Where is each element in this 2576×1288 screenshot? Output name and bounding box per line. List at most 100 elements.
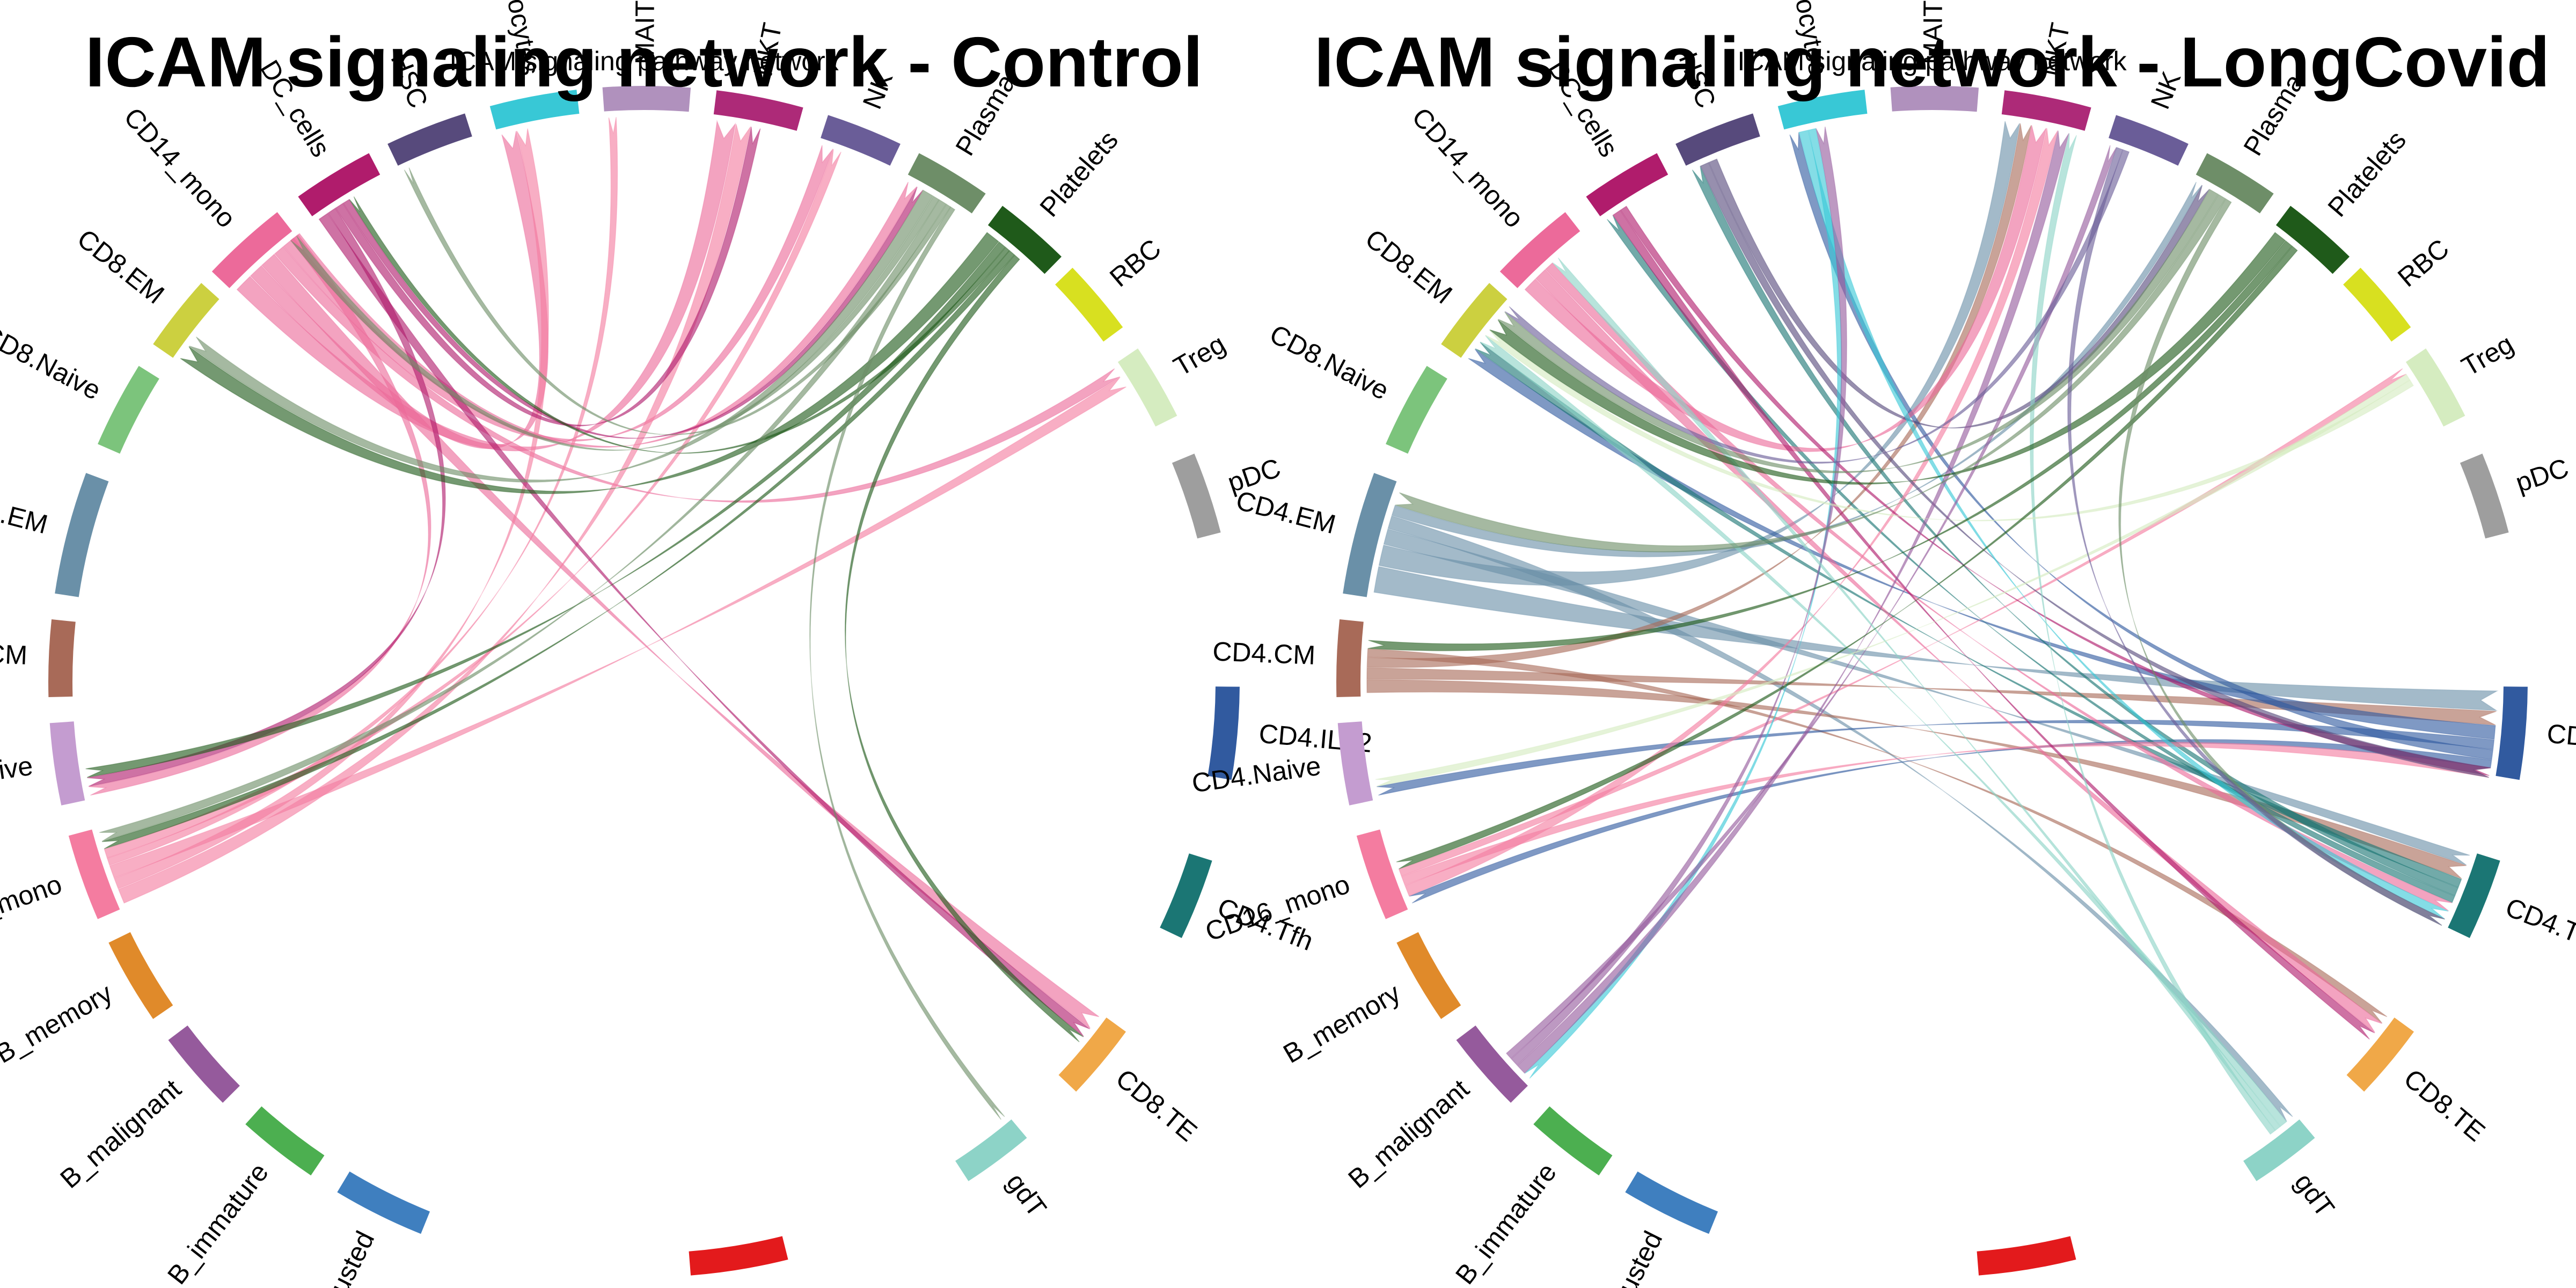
sector-pdc xyxy=(1172,453,1221,539)
link-platelets-to-cd4-naive xyxy=(85,241,1006,778)
longcovid-subtitle: ICAM signaling pathway network xyxy=(1737,46,2127,76)
sector-b-exhausted xyxy=(337,1171,430,1234)
sector-label-cd4-cm: CD4.CM xyxy=(0,636,28,670)
sector-treg xyxy=(2405,348,2465,427)
sector-plasma xyxy=(908,153,986,214)
sector-label-cd4-tfh: CD4.Tfh xyxy=(2501,892,2576,956)
link-dc-cells-to-nkt xyxy=(335,127,761,427)
link-cd4-tfh-to-dc-cells xyxy=(1606,215,2456,903)
sector-label-cd8-em: CD8.EM xyxy=(1360,223,1458,310)
sector-pdc xyxy=(2460,453,2509,539)
sector-dc-cells xyxy=(298,153,380,216)
sector-rbc xyxy=(2343,267,2411,342)
sector-hsc xyxy=(1675,113,1760,166)
sector-label-cd8-te: CD8.TE xyxy=(2398,1063,2491,1147)
link-cd16-mono-to-nkt xyxy=(1404,128,2058,897)
sector-platelets xyxy=(987,206,1062,274)
sector-label-treg: Treg xyxy=(1168,328,1230,382)
link-cd16-mono-to-nk xyxy=(104,149,841,859)
longcovid-title: ICAM signaling network - LongCovid xyxy=(1314,23,2550,101)
sector-hsc xyxy=(387,113,472,166)
sector-lymphocytes xyxy=(1777,90,1868,130)
link-platelets-to-cd16-mono xyxy=(1396,245,2298,869)
sector-plasma xyxy=(2196,153,2274,214)
link-lymphocytes-to-b-malignant xyxy=(1524,128,1842,1079)
link-platelets-to-cd8-em xyxy=(1489,232,2286,485)
sector-mait xyxy=(602,86,691,112)
control-panel: B_naivegdTCD8.TECD4.TfhCD4.IL22pDCTregRB… xyxy=(0,0,1373,1288)
sector-platelets xyxy=(2275,206,2350,274)
control-subtitle: ICAM signaling pathway network xyxy=(449,46,839,76)
link-plasma-to-gdt xyxy=(809,206,1005,1120)
link-b-malignant-to-nk xyxy=(1505,145,2117,1059)
sector-label-cd14-mono: CD14_mono xyxy=(1406,102,1529,233)
link-cd4-il22-to-cd16-mono xyxy=(1409,739,2492,904)
sector-cd4-tfh xyxy=(2448,853,2500,938)
sector-cd8-te xyxy=(2346,1017,2414,1092)
link-cd16-mono-to-cd4-il22 xyxy=(1401,742,2491,886)
link-cd4-tfh-to-hsc xyxy=(1692,166,2459,897)
control-links xyxy=(85,117,1126,1120)
longcovid-links xyxy=(1366,121,2499,1135)
link-b-malignant-to-lymphocytes xyxy=(1510,126,1847,1066)
sector-label-b-exhausted: B_exhausted xyxy=(283,1226,380,1288)
control-chord-diagram: B_naivegdTCD8.TECD4.TfhCD4.IL22pDCTregRB… xyxy=(0,0,1373,1288)
link-dc-cells-to-cd4-naive xyxy=(87,208,446,787)
link-cd16-mono-to-mait xyxy=(106,117,618,866)
sector-label-b-memory: B_memory xyxy=(0,978,118,1069)
sector-nk xyxy=(821,115,901,166)
sector-lymphocytes xyxy=(489,90,580,130)
sector-label-treg: Treg xyxy=(2456,328,2518,382)
sector-cd8-em xyxy=(1441,283,1507,358)
sector-cd4-naive xyxy=(49,721,85,806)
control-title: ICAM signaling network - Control xyxy=(85,23,1203,101)
sector-b-exhausted xyxy=(1625,1171,1718,1234)
sector-cd4-cm xyxy=(1336,619,1364,698)
sector-gdt xyxy=(955,1119,1027,1181)
link-platelets-to-dc-cells xyxy=(349,196,1010,454)
sector-dc-cells xyxy=(1586,153,1668,216)
link-cd4-cm-to-cd4-il22 xyxy=(1366,667,2497,726)
link-cd4-cm-to-cd4-tfh xyxy=(1366,679,2467,879)
sector-label-platelets: Platelets xyxy=(2322,125,2412,223)
link-cd4-em-to-gdt xyxy=(1387,515,2293,1122)
sector-label-cd14-mono: CD14_mono xyxy=(118,102,241,233)
link-platelets-to-cd8-te xyxy=(844,254,1084,1043)
sector-label-rbc: RBC xyxy=(1104,233,1167,292)
sector-cd8-em xyxy=(153,283,219,358)
sector-label-cd8-em: CD8.EM xyxy=(72,223,170,310)
sector-cd4-il22 xyxy=(1208,686,1240,780)
sector-b-memory xyxy=(108,932,173,1019)
link-cd4-il22-to-cd8-em xyxy=(1468,349,2496,740)
sector-cd4-naive xyxy=(1337,721,1373,806)
sector-b-immature xyxy=(245,1106,325,1176)
sector-nk xyxy=(2109,115,2189,166)
sector-cd14-mono xyxy=(1499,212,1580,288)
sector-cd8-te xyxy=(1058,1017,1126,1092)
link-treg-to-cd8-em xyxy=(1485,330,2414,522)
link-plasma-to-cd14-mono xyxy=(290,195,940,451)
link-hsc-to-cd4-il22 xyxy=(1700,162,2491,778)
sector-label-rbc: RBC xyxy=(2392,233,2455,292)
sector-cd16-mono xyxy=(1356,829,1408,919)
sector-mait xyxy=(1890,86,1979,112)
sector-label-cd8-te: CD8.TE xyxy=(1110,1063,1203,1147)
sector-label-cd4-il22: CD4.IL22 xyxy=(2546,719,2576,758)
longcovid-panel: B_naivegdTCD8.TECD4.TfhCD4.IL22pDCTregRB… xyxy=(1190,0,2576,1288)
link-cd16-mono-to-lymphocytes xyxy=(114,128,549,890)
link-b-malignant-to-nkt xyxy=(1517,130,2069,1074)
link-cd4-il22-to-lymphocytes xyxy=(1789,132,2494,760)
sector-label-b-malignant: B_malignant xyxy=(54,1073,187,1194)
link-cd16-mono-to-nkt xyxy=(118,123,751,904)
sector-label-cd16-mono: CD16_mono xyxy=(0,869,65,947)
link-dc-cells-to-cd8-te xyxy=(1612,209,2375,1040)
sector-b-malignant xyxy=(1456,1025,1528,1103)
sector-b-memory xyxy=(1396,932,1461,1019)
sector-cd8-naive xyxy=(1386,365,1447,454)
sector-nkt xyxy=(713,90,803,131)
link-nk-to-cd8-em xyxy=(1504,149,2130,464)
sector-b-naive xyxy=(1977,1236,2076,1276)
sector-rbc xyxy=(1055,267,1123,342)
link-treg-to-cd4-naive xyxy=(1375,374,2411,787)
sector-cd8-naive xyxy=(98,365,159,454)
